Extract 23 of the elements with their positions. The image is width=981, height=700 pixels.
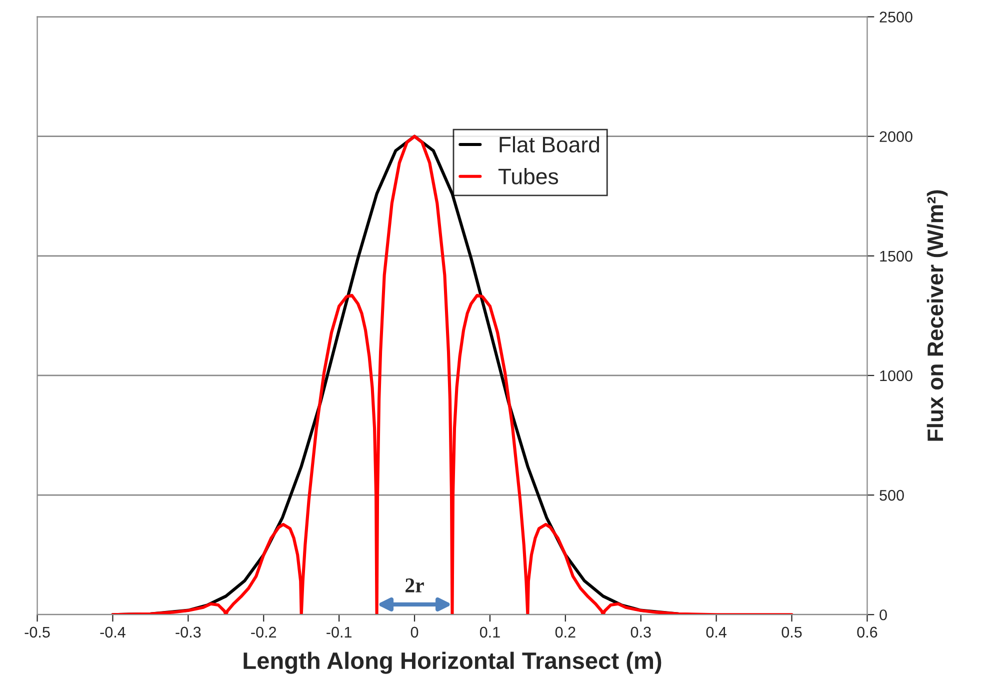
x-tick-label: -0.5 [24, 626, 50, 638]
x-tick-label: -0.2 [251, 626, 276, 638]
x-tick-label: -0.3 [176, 626, 201, 638]
x-tick-label: 0.2 [555, 626, 576, 638]
x-tick-label: -0.4 [100, 626, 126, 638]
legend-label: Tubes [498, 168, 558, 184]
y-tick-label: 500 [880, 490, 904, 501]
legend-label: Flat Board [500, 136, 600, 153]
y-axis-title: Flux on Receiver (W/m²) [926, 190, 948, 441]
x-tick-label: 0.6 [857, 626, 878, 638]
y-tick-label: 0 [880, 609, 887, 620]
x-tick-label: 0.4 [706, 626, 726, 638]
x-tick-label: 0.5 [782, 626, 802, 638]
x-tick-label: 0.1 [480, 626, 500, 638]
y-tick-label: 1500 [880, 250, 912, 262]
y-tick-label: 2000 [880, 131, 912, 142]
y-tick-label: 1000 [880, 370, 912, 382]
x-tick-label: 0.3 [630, 626, 651, 638]
annotation: 2r [406, 578, 424, 592]
x-axis-title: Length Along Horizontal Transect (m) [244, 652, 662, 674]
y-tick-label: 2500 [880, 12, 912, 22]
x-tick-label: 0 [410, 626, 418, 638]
x-tick-label: -0.1 [326, 626, 352, 638]
